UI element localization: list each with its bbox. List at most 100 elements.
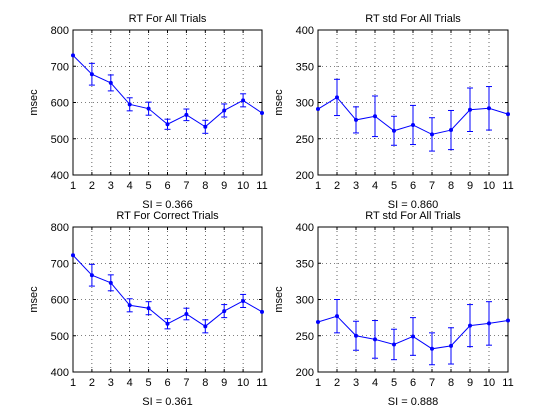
data-point	[89, 273, 94, 278]
x-tick-label: 5	[146, 377, 152, 389]
x-tick-label: 11	[502, 180, 513, 192]
chart-title: RT std For All Trials	[365, 210, 461, 222]
y-tick-label: 700	[51, 61, 69, 73]
data-point	[468, 323, 472, 328]
x-tick-label: 4	[372, 377, 378, 389]
data-point	[449, 128, 453, 133]
x-tick-label: 2	[334, 377, 340, 389]
y-axis-label: msec	[273, 286, 285, 313]
x-tick-label: 1	[315, 180, 321, 192]
data-point	[506, 318, 510, 323]
data-point	[411, 122, 415, 127]
y-axis-label: msec	[28, 286, 40, 313]
data-point	[335, 95, 339, 100]
x-tick-label: 7	[183, 377, 189, 389]
x-tick-label: 6	[410, 377, 416, 389]
x-tick-label: 10	[237, 180, 249, 192]
y-tick-label: 250	[296, 134, 314, 146]
subplot-rt-correct-trials: 1 2 3 4 5 6 7 8 9 10 11 400 500 600 700 800 RT For Corre…	[28, 210, 268, 408]
subplot-rt-std-all-trials: 1 2 3 4 5 6 7 8 9 10 11 200 250 300 350 400 RT std For A…	[273, 13, 514, 211]
y-tick-label: 300	[296, 295, 314, 307]
data-point	[260, 309, 264, 314]
y-axis-label: msec	[28, 89, 40, 116]
x-tick-label: 7	[183, 180, 189, 192]
y-tick-label: 600	[51, 295, 69, 307]
x-tick-label: 5	[391, 377, 397, 389]
chart-title: RT For All Trials	[129, 13, 207, 25]
data-point	[506, 112, 510, 117]
y-axis-label: msec	[273, 89, 285, 116]
x-tick-label: 6	[164, 377, 170, 389]
y-tick-label: 800	[51, 222, 69, 234]
data-point	[146, 306, 151, 311]
x-tick-label: 5	[391, 180, 397, 192]
x-tick-label: 3	[108, 180, 114, 192]
data-point	[71, 53, 75, 58]
y-tick-label: 500	[51, 331, 69, 343]
data-point	[392, 342, 396, 347]
y-tick-label: 500	[51, 134, 69, 146]
data-point	[184, 112, 189, 117]
data-point	[430, 132, 434, 137]
x-tick-label: 8	[448, 180, 454, 192]
x-tick-label: 7	[429, 180, 435, 192]
x-tick-label: 9	[221, 180, 227, 192]
data-point	[373, 114, 377, 119]
data-point	[165, 321, 170, 326]
x-tick-label: 8	[202, 377, 208, 389]
x-tick-label: 2	[334, 180, 340, 192]
data-point	[411, 334, 415, 339]
data-point	[354, 333, 358, 338]
x-tick-label: 1	[315, 377, 321, 389]
x-tick-label: 10	[483, 180, 495, 192]
x-tick-label: 6	[410, 180, 416, 192]
x-tick-label: 7	[429, 377, 435, 389]
x-tick-label: 9	[221, 377, 227, 389]
data-point	[316, 107, 320, 112]
data-point	[430, 346, 434, 351]
data-point	[108, 80, 113, 85]
x-tick-label: 4	[127, 180, 133, 192]
y-tick-label: 400	[51, 367, 69, 379]
x-tick-label: 1	[70, 180, 76, 192]
data-point	[127, 102, 132, 107]
x-tick-label: 9	[467, 180, 473, 192]
x-tick-label: 6	[164, 180, 170, 192]
x-tick-label: 4	[372, 180, 378, 192]
data-point	[354, 117, 358, 122]
y-tick-label: 800	[51, 25, 69, 37]
y-tick-label: 350	[296, 258, 314, 270]
x-tick-label: 10	[237, 377, 249, 389]
x-axis-label: SI = 0.366	[142, 199, 192, 211]
x-tick-label: 11	[256, 180, 267, 192]
data-point	[165, 122, 170, 127]
x-tick-label: 3	[353, 377, 359, 389]
data-point	[203, 124, 208, 129]
data-point	[89, 72, 94, 77]
data-point	[241, 98, 246, 103]
subplot-rt-all-trials: 1 2 3 4 5 6 7 8 9 10 11 400 500 600 700 800 RT For All T…	[28, 13, 268, 211]
data-point	[127, 303, 132, 308]
data-point	[71, 253, 75, 258]
data-point	[335, 314, 339, 319]
data-point	[108, 280, 113, 285]
x-tick-label: 3	[353, 180, 359, 192]
x-tick-label: 11	[256, 377, 267, 389]
x-axis-label: SI = 0.888	[388, 396, 438, 408]
chart-title: RT std For All Trials	[365, 13, 461, 25]
y-tick-label: 400	[51, 170, 69, 182]
x-tick-label: 5	[146, 180, 152, 192]
x-tick-label: 8	[448, 377, 454, 389]
data-point	[316, 319, 320, 324]
data-point	[487, 106, 491, 111]
data-point	[487, 321, 491, 326]
y-tick-label: 200	[296, 367, 314, 379]
y-tick-label: 250	[296, 331, 314, 343]
x-tick-label: 4	[127, 377, 133, 389]
y-tick-label: 350	[296, 61, 314, 73]
y-tick-label: 300	[296, 98, 314, 110]
x-tick-label: 8	[202, 180, 208, 192]
x-tick-label: 11	[502, 377, 513, 389]
data-point	[449, 343, 453, 348]
